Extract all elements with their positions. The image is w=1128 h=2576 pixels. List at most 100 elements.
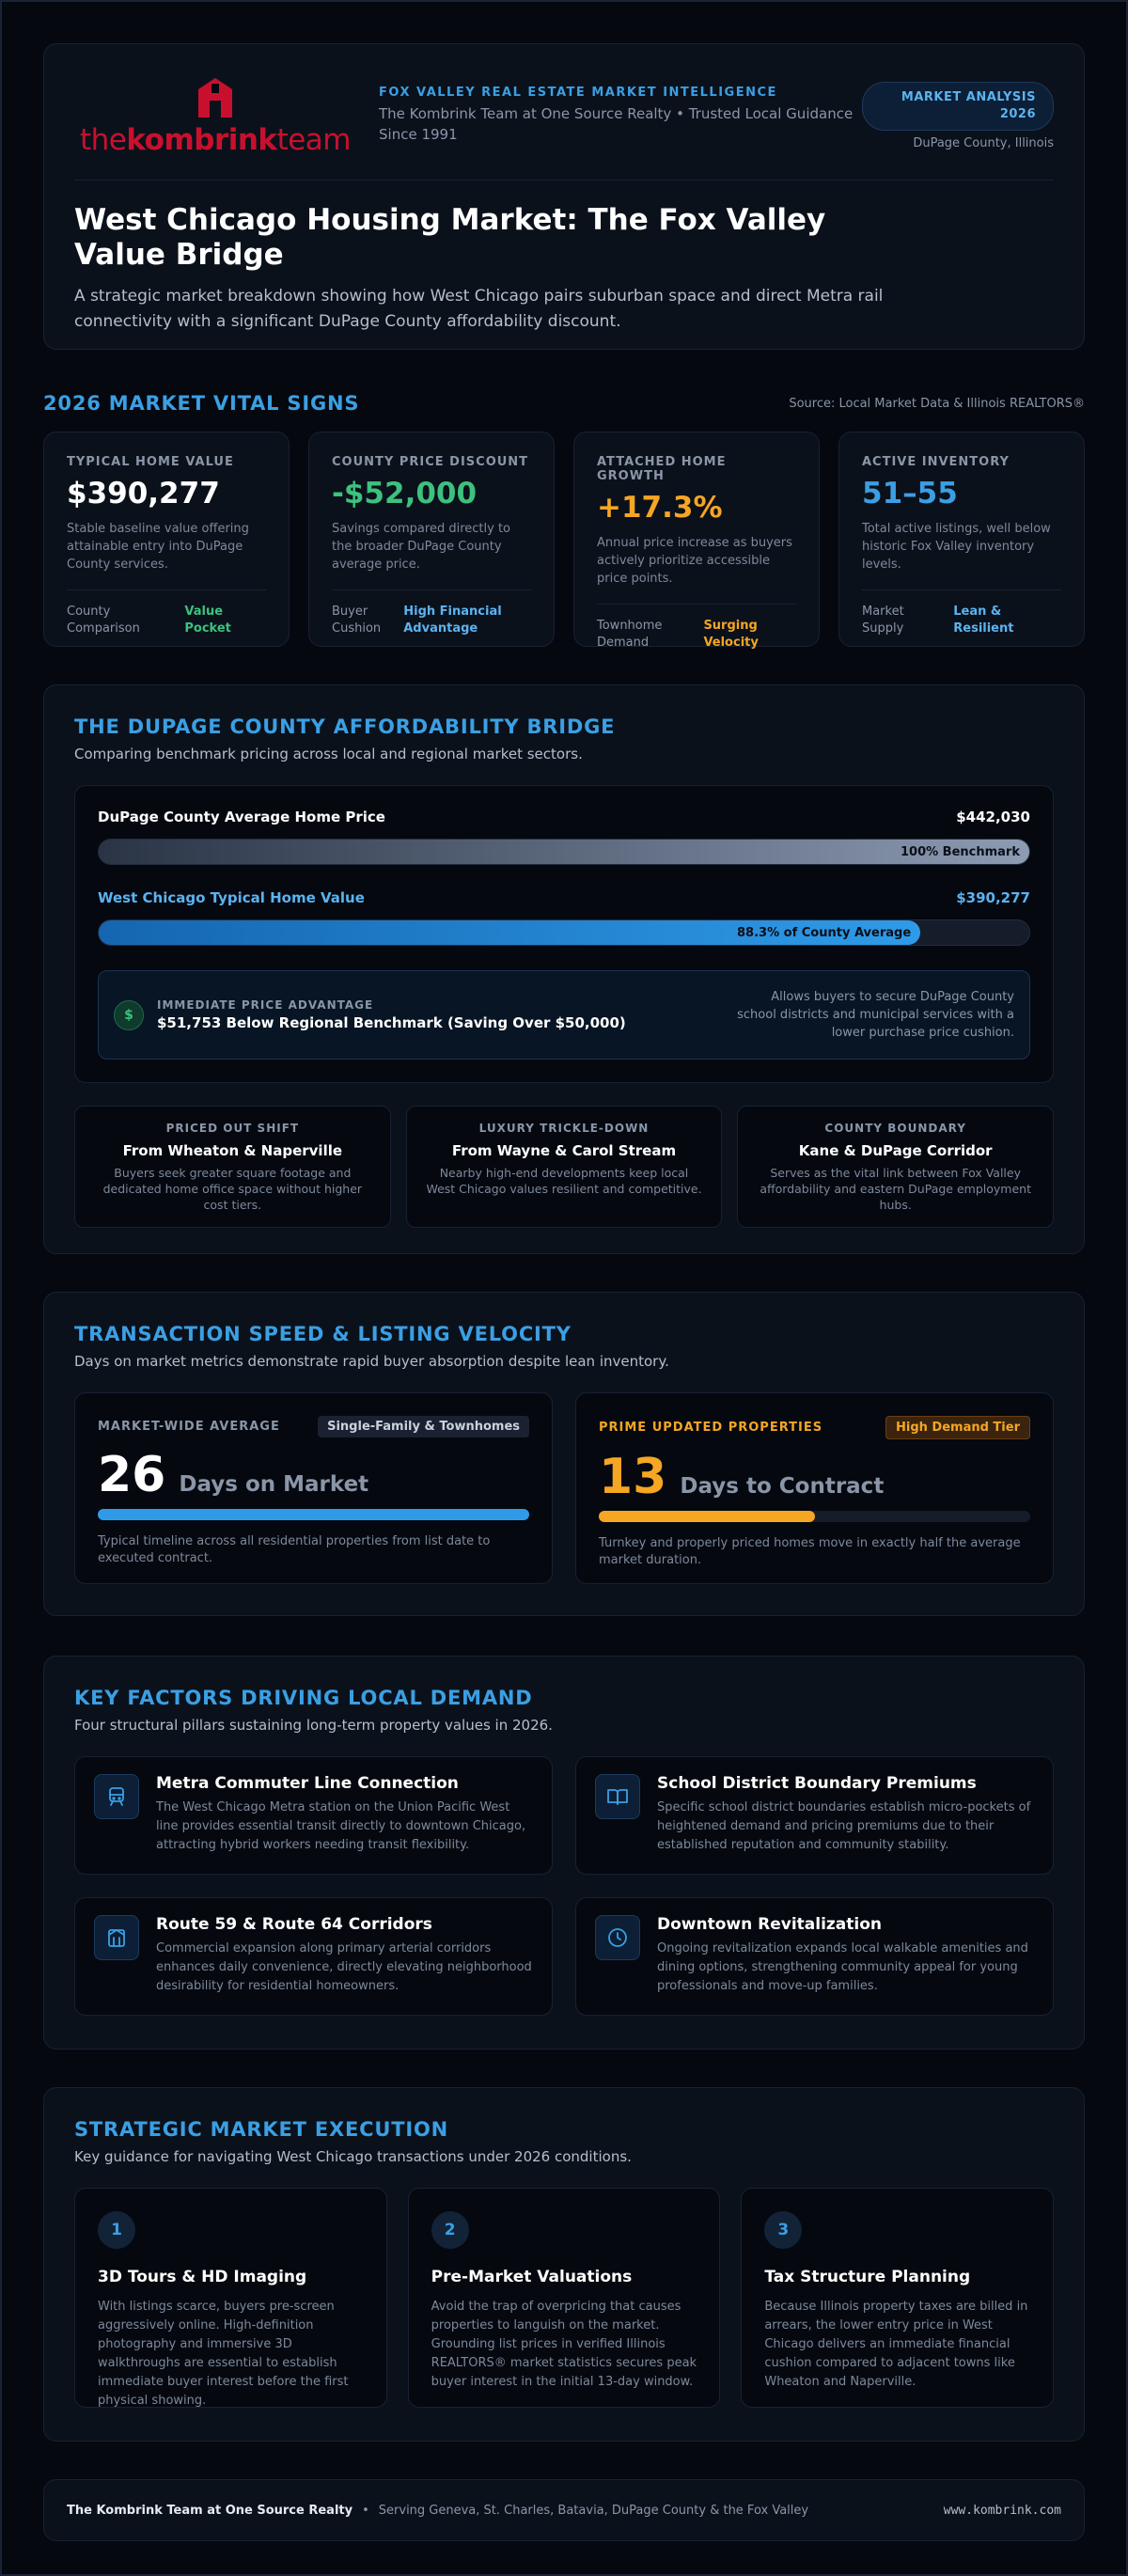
shift-card: PRICED OUT SHIFT From Wheaton & Napervill… (74, 1106, 391, 1228)
foot-value: Value Pocket (184, 605, 231, 636)
speed-bar (98, 1509, 529, 1520)
speed-label: MARKET-WIDE AVERAGE (98, 1420, 280, 1434)
foot-label: Townhome Demand (597, 619, 663, 650)
vital-value: 51–55 (862, 477, 958, 510)
foot-value: High Financial Advantage (403, 605, 502, 636)
shift-desc: Serves as the vital link between Fox Val… (760, 1166, 1031, 1212)
speed-tag: Single-Family & Townhomes (318, 1416, 529, 1437)
step-number: 2 (431, 2211, 469, 2249)
speed-track (98, 1509, 529, 1520)
vital-value: -$52,000 (332, 477, 478, 510)
factor-card: Downtown Revitalization Ongoing revitaliz… (575, 1897, 1054, 2016)
vital-foot: Townhome Demand Surging Velocity (597, 604, 796, 652)
icon (108, 1929, 125, 1947)
shift-card: COUNTY BOUNDARY Kane & DuPage Corridor Ser… (737, 1106, 1055, 1228)
bar: 100% Benchmark (99, 840, 1029, 864)
vital-label: ATTACHED HOME GROWTH (597, 455, 727, 483)
bar-name: West Chicago Typical Home Value (98, 889, 365, 906)
section-subtitle: Days on market metrics demonstrate rapid… (74, 1353, 669, 1370)
transaction-section: TRANSACTION SPEED & LISTING VELOCITY Day… (43, 1292, 1085, 1616)
factor-body: Metra Commuter Line Connection The West C… (156, 1774, 533, 1857)
icon (607, 1789, 628, 1805)
bridge-section: THE DUPAGE COUNTY AFFORDABILITY BRIDGE C… (43, 684, 1085, 1254)
section-title: TRANSACTION SPEED & LISTING VELOCITY (74, 1323, 572, 1345)
speed-tag: High Demand Tier (885, 1416, 1030, 1439)
factor-title: Route 59 & Route 64 Corridors (156, 1915, 432, 1934)
speed-card: MARKET-WIDE AVERAGE Single-Family & Townh… (74, 1392, 553, 1584)
speed-days: 13 (599, 1449, 667, 1505)
vital-desc: Annual price increase as buyers actively… (597, 536, 792, 586)
location: DuPage County, Illinois (913, 136, 1054, 150)
bar-row: DuPage County Average Home Price $442,030 (98, 809, 1030, 825)
bar-track: 88.3% of County Average (98, 919, 1030, 946)
logo: thekombrinkteam (74, 76, 356, 157)
speed-figure: 26 Days on Market (98, 1447, 529, 1503)
vital-card: ACTIVE INVENTORY 51–55 Total active listin… (838, 432, 1085, 647)
footer-url[interactable]: www.kombrink.com (943, 2503, 1061, 2518)
shift-title: Kane & DuPage Corridor (798, 1142, 993, 1159)
footer-separator: • (362, 2503, 369, 2518)
section-subtitle: Four structural pillars sustaining long-… (74, 1717, 553, 1734)
speed-unit: Days to Contract (680, 1474, 885, 1499)
speed-desc: Turnkey and properly priced homes move i… (599, 1536, 1021, 1567)
subtitle: The Kombrink Team at One Source Realty •… (379, 105, 854, 143)
footer: The Kombrink Team at One Source Realty •… (43, 2479, 1085, 2541)
factor-desc: Specific school district boundaries esta… (657, 1800, 1031, 1852)
icon (109, 1787, 124, 1806)
logo-team: team (276, 123, 352, 157)
vital-label: TYPICAL HOME VALUE (67, 455, 234, 469)
speed-bar (599, 1511, 815, 1522)
bar-price: $442,030 (956, 809, 1030, 825)
bar: 88.3% of County Average (99, 920, 921, 945)
vital-foot: Buyer Cushion High Financial Advantage (332, 589, 531, 637)
badge: MARKET ANALYSIS 2026 (862, 82, 1054, 131)
section-title: STRATEGIC MARKET EXECUTION (74, 2118, 448, 2141)
step-title: 3D Tours & HD Imaging (98, 2268, 307, 2286)
speed-figure: 13 Days to Contract (599, 1449, 1030, 1505)
factor-desc: Ongoing revitalization expands local wal… (657, 1941, 1028, 1993)
description: A strategic market breakdown showing how… (74, 287, 884, 331)
foot-label: Market Supply (862, 605, 904, 636)
foot-label: County Comparison (67, 605, 140, 636)
factor-icon (595, 1915, 640, 1960)
factor-card: Metra Commuter Line Connection The West C… (74, 1756, 553, 1875)
bar-label: 100% Benchmark (900, 844, 1020, 859)
step-title: Pre-Market Valuations (431, 2268, 633, 2286)
bar-name: DuPage County Average Home Price (98, 809, 385, 825)
logo-the: the (80, 123, 127, 157)
vital-value: $390,277 (67, 477, 220, 510)
section-title: 2026 MARKET VITAL SIGNS (43, 392, 360, 415)
header: thekombrinkteam FOX VALLEY REAL ESTATE M… (43, 43, 1085, 350)
step-desc: Because Illinois property taxes are bill… (764, 2300, 1028, 2389)
bar-row: West Chicago Typical Home Value $390,277 (98, 889, 1030, 906)
source: Source: Local Market Data & Illinois REA… (789, 396, 1085, 411)
factor-title: School District Boundary Premiums (657, 1774, 977, 1793)
vital-cards: TYPICAL HOME VALUE $390,277 Stable baselin… (43, 432, 1085, 650)
title: West Chicago Housing Market: The Fox Val… (74, 203, 826, 272)
step-desc: With listings scarce, buyers pre-screen … (98, 2300, 349, 2408)
factor-body: Downtown Revitalization Ongoing revitaliz… (657, 1915, 1034, 1998)
speed-card: PRIME UPDATED PROPERTIES High Demand Tier… (575, 1392, 1054, 1584)
strategy-section: STRATEGIC MARKET EXECUTION Key guidance … (43, 2087, 1085, 2442)
foot-value: Lean & Resilient (953, 605, 1014, 636)
factor-icon (94, 1774, 139, 1819)
factor-title: Metra Commuter Line Connection (156, 1774, 459, 1793)
shift-label: PRICED OUT SHIFT (165, 1122, 300, 1135)
vital-foot: Market Supply Lean & Resilient (862, 589, 1061, 637)
vital-label: COUNTY PRICE DISCOUNT (332, 455, 529, 469)
logo-kombrink: kombrink (126, 123, 277, 157)
shift-title: From Wheaton & Naperville (122, 1142, 343, 1159)
advantage: $ IMMEDIATE PRICE ADVANTAGE $51,753 Below… (98, 970, 1030, 1060)
eyebrow: FOX VALLEY REAL ESTATE MARKET INTELLIGEN… (379, 86, 777, 100)
vital-value: +17.3% (597, 491, 723, 525)
factor-card: Route 59 & Route 64 Corridors Commercial … (74, 1897, 553, 2016)
shift-desc: Buyers seek greater square footage and d… (102, 1166, 363, 1212)
shift-label: LUXURY TRICKLE-DOWN (478, 1122, 650, 1135)
speed-track (599, 1511, 1030, 1522)
speed-top: MARKET-WIDE AVERAGE Single-Family & Townh… (98, 1416, 529, 1437)
vital-desc: Stable baseline value offering attainabl… (67, 522, 249, 572)
footer-areas: Serving Geneva, St. Charles, Batavia, Du… (378, 2503, 809, 2518)
advantage-value: $51,753 Below Regional Benchmark (Saving… (157, 1014, 626, 1031)
bar-track: 100% Benchmark (98, 839, 1030, 865)
